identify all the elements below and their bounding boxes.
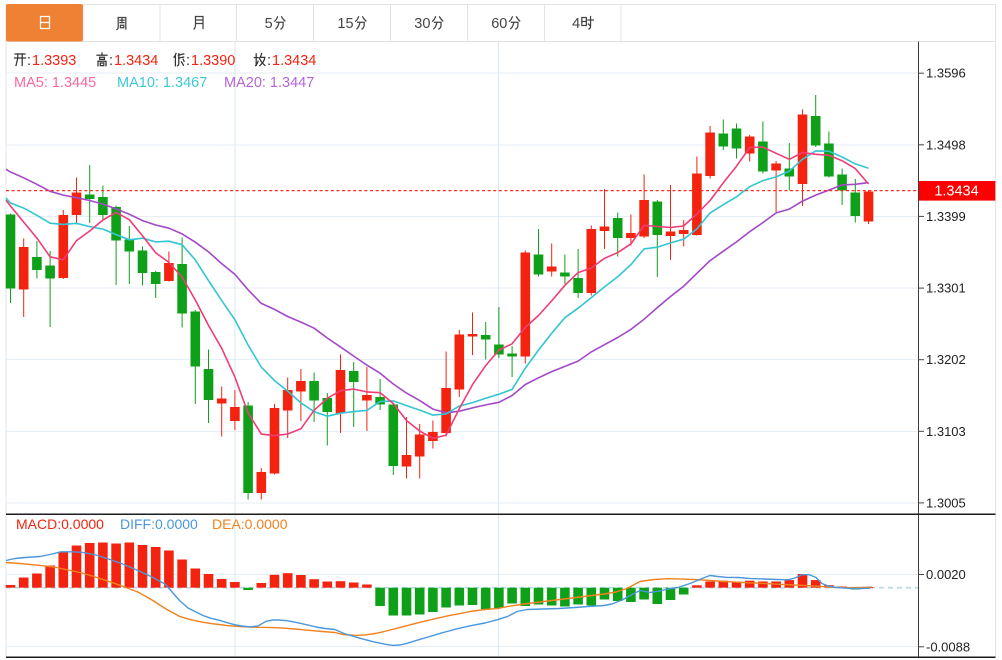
- svg-text:1.3434: 1.3434: [114, 53, 158, 69]
- svg-text:MA5: 1.3445: MA5: 1.3445: [14, 75, 96, 91]
- svg-text:1.3390: 1.3390: [191, 53, 235, 69]
- svg-text::: :: [186, 53, 190, 69]
- svg-text:1.3498: 1.3498: [926, 137, 966, 152]
- svg-text:1.3434: 1.3434: [934, 184, 978, 200]
- svg-text:1.3202: 1.3202: [926, 352, 966, 367]
- svg-text:1.3434: 1.3434: [272, 53, 316, 69]
- svg-text:0.0020: 0.0020: [926, 567, 966, 582]
- svg-text:DEA:0.0000: DEA:0.0000: [212, 516, 288, 532]
- svg-text:30: 30: [414, 16, 430, 32]
- svg-text:60: 60: [491, 16, 507, 32]
- svg-text:15: 15: [337, 16, 353, 32]
- svg-text:MACD:0.0000: MACD:0.0000: [16, 516, 104, 532]
- svg-text:MA20: 1.3447: MA20: 1.3447: [224, 75, 314, 91]
- svg-text:-0.0088: -0.0088: [926, 639, 970, 654]
- svg-text:1.3005: 1.3005: [926, 495, 966, 510]
- svg-text:1.3103: 1.3103: [926, 424, 966, 439]
- svg-text:1.3596: 1.3596: [926, 66, 966, 81]
- svg-text:5: 5: [265, 16, 273, 32]
- svg-text::: :: [27, 53, 31, 69]
- svg-text:1.3399: 1.3399: [926, 209, 966, 224]
- svg-text::: :: [109, 53, 113, 69]
- svg-text:1.3301: 1.3301: [926, 281, 966, 296]
- svg-text:1.3393: 1.3393: [32, 53, 76, 69]
- svg-text:DIFF:0.0000: DIFF:0.0000: [120, 516, 198, 532]
- svg-text:4: 4: [572, 16, 580, 32]
- svg-text::: :: [267, 53, 271, 69]
- svg-text:MA10: 1.3467: MA10: 1.3467: [117, 75, 207, 91]
